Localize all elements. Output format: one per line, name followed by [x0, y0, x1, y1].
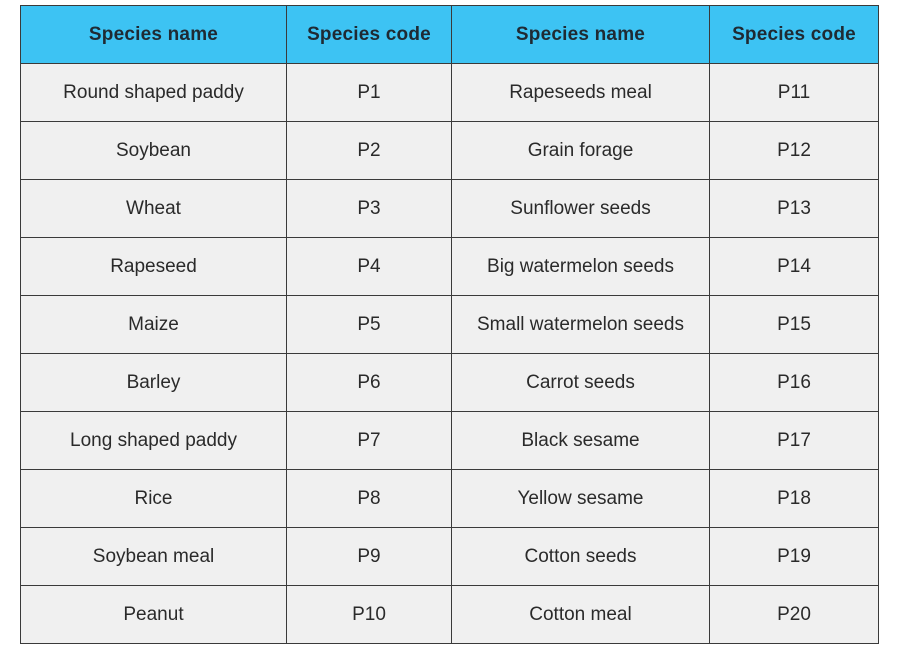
species-table: Species name Species code Species name S… — [20, 5, 879, 644]
table-row: Round shaped paddy P1 Rapeseeds meal P11 — [20, 63, 879, 122]
table-row: Soybean meal P9 Cotton seeds P19 — [20, 527, 879, 586]
species-name-cell: Rice — [20, 469, 287, 528]
species-code-cell: P8 — [286, 469, 452, 528]
species-name-cell: Peanut — [20, 585, 287, 644]
table-row: Peanut P10 Cotton meal P20 — [20, 585, 879, 644]
species-code-cell: P3 — [286, 179, 452, 238]
species-code-cell: P18 — [709, 469, 879, 528]
column-header-species-code: Species code — [286, 5, 452, 64]
species-name-cell: Rapeseeds meal — [451, 63, 710, 122]
species-table-container: Species name Species code Species name S… — [20, 5, 879, 644]
table-row: Maize P5 Small watermelon seeds P15 — [20, 295, 879, 354]
species-name-cell: Sunflower seeds — [451, 179, 710, 238]
species-name-cell: Long shaped paddy — [20, 411, 287, 470]
table-header-row: Species name Species code Species name S… — [20, 5, 879, 64]
species-code-cell: P6 — [286, 353, 452, 412]
species-code-cell: P13 — [709, 179, 879, 238]
species-code-cell: P2 — [286, 121, 452, 180]
species-code-cell: P15 — [709, 295, 879, 354]
column-header-species-name: Species name — [20, 5, 287, 64]
species-name-cell: Yellow sesame — [451, 469, 710, 528]
species-code-cell: P11 — [709, 63, 879, 122]
species-code-cell: P20 — [709, 585, 879, 644]
species-name-cell: Big watermelon seeds — [451, 237, 710, 296]
species-name-cell: Barley — [20, 353, 287, 412]
species-name-cell: Carrot seeds — [451, 353, 710, 412]
species-code-cell: P10 — [286, 585, 452, 644]
table-row: Soybean P2 Grain forage P12 — [20, 121, 879, 180]
species-name-cell: Black sesame — [451, 411, 710, 470]
species-name-cell: Soybean meal — [20, 527, 287, 586]
species-code-cell: P14 — [709, 237, 879, 296]
species-name-cell: Maize — [20, 295, 287, 354]
species-name-cell: Small watermelon seeds — [451, 295, 710, 354]
species-name-cell: Grain forage — [451, 121, 710, 180]
column-header-species-code-2: Species code — [709, 5, 879, 64]
table-row: Barley P6 Carrot seeds P16 — [20, 353, 879, 412]
species-code-cell: P5 — [286, 295, 452, 354]
species-name-cell: Rapeseed — [20, 237, 287, 296]
species-code-cell: P16 — [709, 353, 879, 412]
table-row: Long shaped paddy P7 Black sesame P17 — [20, 411, 879, 470]
species-code-cell: P1 — [286, 63, 452, 122]
species-name-cell: Cotton meal — [451, 585, 710, 644]
table-row: Rapeseed P4 Big watermelon seeds P14 — [20, 237, 879, 296]
species-name-cell: Soybean — [20, 121, 287, 180]
table-row: Rice P8 Yellow sesame P18 — [20, 469, 879, 528]
species-name-cell: Wheat — [20, 179, 287, 238]
species-code-cell: P19 — [709, 527, 879, 586]
species-code-cell: P12 — [709, 121, 879, 180]
column-header-species-name-2: Species name — [451, 5, 710, 64]
species-code-cell: P9 — [286, 527, 452, 586]
species-name-cell: Round shaped paddy — [20, 63, 287, 122]
species-code-cell: P17 — [709, 411, 879, 470]
table-row: Wheat P3 Sunflower seeds P13 — [20, 179, 879, 238]
species-code-cell: P4 — [286, 237, 452, 296]
species-code-cell: P7 — [286, 411, 452, 470]
species-name-cell: Cotton seeds — [451, 527, 710, 586]
